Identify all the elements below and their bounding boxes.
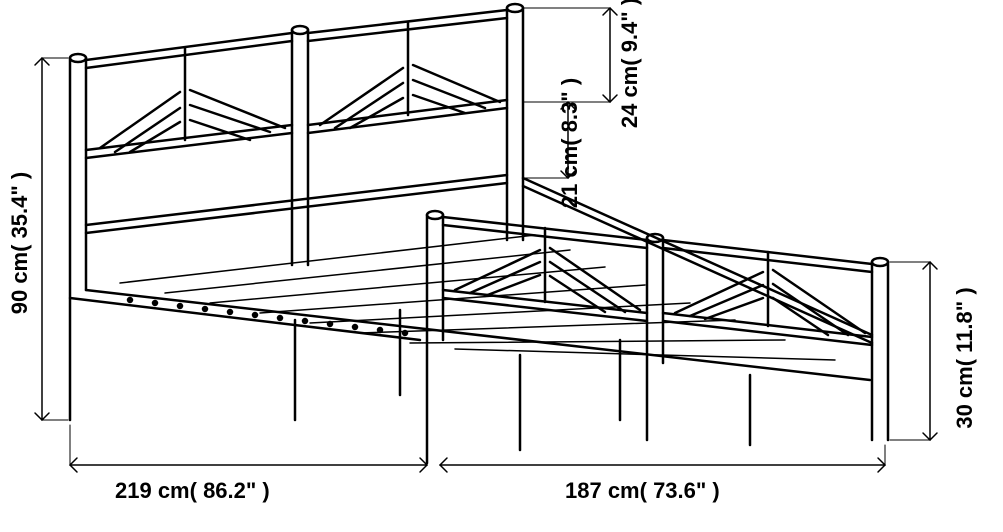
dim-rail-height: 21 cm( 8.3" ) xyxy=(557,68,583,218)
dim-length: 219 cm( 86.2" ) xyxy=(115,478,270,504)
dim-footboard-height: 30 cm( 11.8" ) xyxy=(952,278,978,438)
dim-width: 187 cm( 73.6" ) xyxy=(565,478,720,504)
dim-height-headboard: 90 cm( 35.4" ) xyxy=(7,168,33,318)
bed-frame-diagram xyxy=(0,0,1003,532)
dim-headboard-panel: 24 cm( 9.4" ) xyxy=(617,0,643,138)
